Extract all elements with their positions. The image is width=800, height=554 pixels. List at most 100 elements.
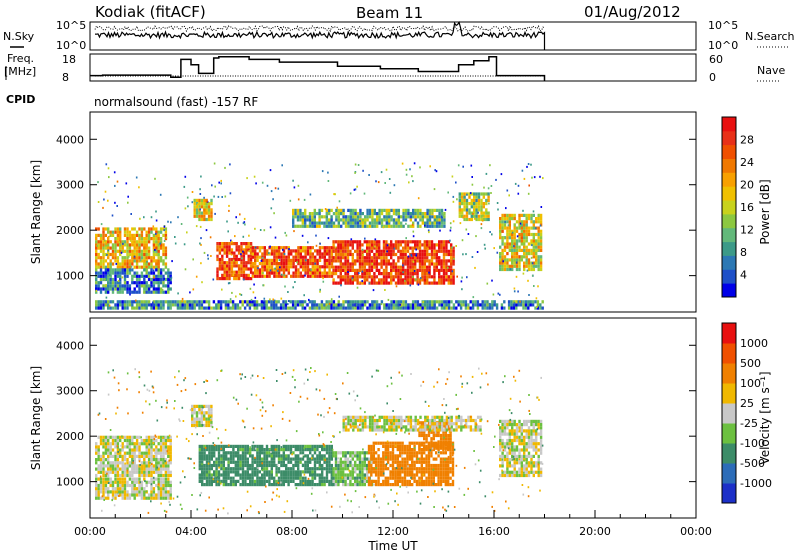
- vel-cells-cell: [152, 458, 156, 462]
- power-cells-cell: [95, 227, 98, 231]
- vel-cells-cell: [321, 473, 324, 477]
- vel-cells-cell: [217, 457, 221, 461]
- power-cells-cell: [419, 303, 422, 307]
- vel-cells-cell: [97, 448, 100, 452]
- power-cells-cell: [375, 243, 378, 247]
- power-cells-cell: [518, 239, 521, 243]
- power-cells-cell: [523, 239, 526, 243]
- vel-cells-cell: [374, 473, 378, 477]
- vel-cells-cell: [121, 458, 124, 462]
- power-cells-cell: [402, 212, 405, 216]
- power-cells-cell: [334, 281, 338, 285]
- power-cells-cell: [99, 265, 103, 269]
- vel-cells-cell: [143, 470, 146, 474]
- power-cells-cell: [539, 220, 543, 224]
- vel-cells-cell: [244, 444, 247, 448]
- power-cells-cell: [537, 232, 540, 237]
- power-cells-cell: [477, 195, 481, 199]
- vel-cells-cell: [287, 483, 290, 487]
- power-cells-cell: [99, 268, 103, 272]
- vel-cells-cell: [318, 476, 321, 480]
- freq-label: Freq.: [7, 52, 34, 65]
- power-cells-cell: [157, 256, 160, 260]
- power-cells-cell: [530, 213, 533, 217]
- power-cells-cell: [366, 306, 369, 310]
- power-cells-cell: [440, 221, 444, 225]
- power-cells-cell: [359, 215, 362, 219]
- vel-cells-cell: [285, 457, 288, 461]
- power-cells-cell: [193, 303, 196, 307]
- power-cells-noise-cell: [356, 286, 359, 289]
- vel-cells-cell: [131, 493, 134, 497]
- vel-cells-cell: [403, 476, 407, 480]
- power-cells-cell: [447, 265, 450, 269]
- power-cells-cell: [102, 303, 105, 307]
- power-cells-cell: [186, 303, 189, 307]
- power-cells-cell: [452, 249, 455, 253]
- vel-cells-cell: [299, 451, 302, 455]
- vel-cells-cell: [439, 483, 443, 487]
- vel-cells-cell: [222, 451, 225, 455]
- power-cells-cell: [216, 245, 219, 249]
- vel-cells-cell: [354, 451, 357, 455]
- power-cells-cell: [107, 277, 110, 282]
- power-cells-noise-cell: [154, 177, 156, 180]
- vel-cells-cell: [351, 454, 354, 458]
- vel-cells-cell: [399, 444, 402, 448]
- power-cells-cell: [337, 221, 340, 225]
- vel-cells-cell: [406, 483, 409, 487]
- power-cells-cell: [385, 240, 388, 244]
- vel-cells-cell: [282, 479, 285, 483]
- vel-cells-cell: [351, 457, 354, 461]
- power-cells-cell: [97, 227, 100, 231]
- power-cells-cell: [308, 218, 312, 222]
- vel-cells-cell: [377, 454, 380, 458]
- power-cells-cell: [344, 275, 347, 279]
- power-cells-cell: [119, 274, 122, 278]
- vel-cells-cell: [135, 467, 139, 471]
- vel-cells-cell: [273, 479, 276, 483]
- vel-cells-cell: [164, 480, 168, 484]
- vel-cells-cell: [367, 448, 371, 452]
- vel-cells-cell: [140, 442, 144, 446]
- vel-cells-cell: [143, 490, 146, 494]
- vel-cells-cell: [205, 470, 209, 474]
- power-cells-noise-cell: [319, 242, 321, 245]
- power-cells-cell: [128, 284, 132, 288]
- power-cells-cell: [402, 262, 405, 266]
- vel-cells-cell: [330, 473, 333, 477]
- power-cells-cell: [147, 265, 151, 269]
- nave-label: Nave: [757, 64, 785, 77]
- vel-cells-cell: [126, 464, 129, 468]
- power-cells-noise-cell: [453, 257, 455, 260]
- vel-cells-cell: [337, 476, 340, 480]
- power-cells-cell: [363, 259, 366, 263]
- vel-cells-cell: [208, 444, 211, 448]
- power-cells-cell: [342, 265, 345, 269]
- power-cells-noise-cell: [181, 300, 184, 303]
- power-cells-cell: [493, 303, 496, 307]
- power-cells-cell: [344, 256, 347, 260]
- power-cells-cell: [390, 262, 393, 266]
- vel-cells-cell: [220, 473, 223, 477]
- vel-cells-cell: [167, 473, 170, 478]
- vel-cells-cell: [198, 473, 201, 477]
- power-cells-noise-cell: [272, 198, 274, 201]
- power-cells-cell: [297, 258, 300, 262]
- vel-cells-cell: [394, 467, 397, 471]
- vel-cells-cell: [249, 467, 252, 471]
- power-cells-cell: [382, 281, 386, 285]
- power-cells-cell: [261, 258, 264, 262]
- power-cells-cell: [428, 224, 432, 228]
- power-cells-noise-cell: [405, 168, 408, 171]
- vel-cells-cell: [439, 460, 443, 464]
- power-cells-noise-cell: [462, 165, 464, 168]
- power-cells-cell: [404, 281, 407, 285]
- vel-cells-cell: [289, 457, 293, 461]
- power-cells-cell: [423, 272, 426, 276]
- power-cells-noise-cell: [186, 196, 189, 199]
- vel-cells-cell: [323, 454, 326, 458]
- power-cells-noise-cell: [113, 171, 116, 174]
- vel-cells-cell: [157, 490, 160, 494]
- vel-cells-cell: [162, 480, 165, 484]
